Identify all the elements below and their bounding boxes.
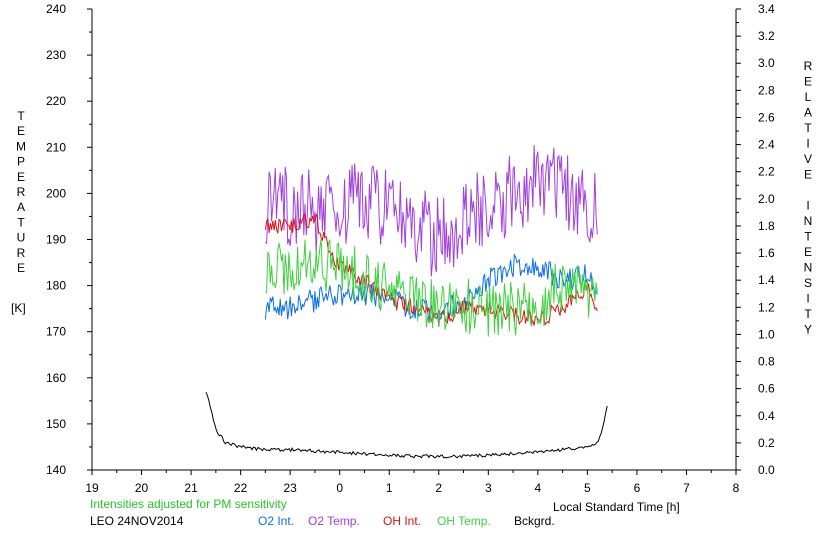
axis-title-letter: N — [804, 214, 813, 228]
right-y-tick-label: 2.4 — [758, 138, 775, 152]
right-y-tick-label: 2.6 — [758, 110, 775, 124]
axis-title-letter: E — [804, 75, 812, 89]
x-tick-label: 2 — [435, 481, 442, 495]
right-y-tick-label: 2.2 — [758, 165, 775, 179]
left-y-tick-label: 140 — [46, 463, 66, 477]
axis-title-letter: T — [17, 109, 25, 123]
right-y-tick-label: 3.2 — [758, 29, 775, 43]
right-y-tick-label: 0.2 — [758, 436, 775, 450]
x-tick-label: 6 — [634, 481, 641, 495]
right-y-tick-label: 2.8 — [758, 83, 775, 97]
right-y-tick-label: 0.8 — [758, 355, 775, 369]
axis-title-letter: E — [17, 170, 25, 184]
x-tick-label: 19 — [85, 481, 99, 495]
left-y-tick-label: 220 — [46, 94, 66, 108]
left-y-tick-label: 180 — [46, 279, 66, 293]
x-tick-label: 23 — [283, 481, 297, 495]
right-y-tick-label: 3.4 — [758, 2, 775, 16]
axis-title-letter: U — [17, 231, 26, 245]
axis-title-letter: R — [17, 185, 26, 199]
axis-title-letter: T — [804, 307, 812, 321]
x-tick-label: 21 — [184, 481, 198, 495]
left-y-tick-label: 160 — [46, 371, 66, 385]
x-tick-label: 22 — [234, 481, 248, 495]
legend-entry: OH Temp. — [437, 514, 491, 528]
series-line-o2-temp — [265, 145, 598, 277]
axis-title-letter: E — [804, 168, 812, 182]
right-y-tick-label: 1.4 — [758, 273, 775, 287]
right-y-tick-label: 0.4 — [758, 409, 775, 423]
x-tick-label: 8 — [733, 481, 740, 495]
x-tick-label: 0 — [336, 481, 343, 495]
axis-title-letter: S — [804, 276, 812, 290]
left-y-tick-label: 190 — [46, 233, 66, 247]
axis-title-letter: T — [804, 121, 812, 135]
axis-title-letter: R — [17, 246, 26, 260]
left-y-tick-label: 240 — [46, 2, 66, 16]
legend-entry: Bckgrd. — [514, 514, 555, 528]
series-line-o2-int — [264, 253, 598, 324]
x-tick-label: 20 — [135, 481, 149, 495]
axis-title-letter: V — [804, 152, 812, 166]
left-y-tick-label: 230 — [46, 48, 66, 62]
left-y-tick-label: 150 — [46, 417, 66, 431]
axis-title-letter: A — [17, 200, 25, 214]
left-axis-unit: [K] — [11, 301, 26, 315]
axis-title-letter: M — [16, 139, 26, 153]
axis-title-letter: N — [804, 261, 813, 275]
axis-title-letter: I — [806, 137, 809, 151]
legend-entry: O2 Temp. — [308, 514, 360, 528]
axis-title-letter: E — [17, 124, 25, 138]
x-axis-label: Local Standard Time [h] — [553, 500, 680, 514]
right-y-tick-label: 1.6 — [758, 246, 775, 260]
x-tick-label: 7 — [683, 481, 690, 495]
axis-title-letter: I — [806, 292, 809, 306]
right-y-tick-label: 2.0 — [758, 192, 775, 206]
left-y-tick-label: 200 — [46, 186, 66, 200]
legend-entry: O2 Int. — [258, 514, 294, 528]
x-tick-label: 3 — [485, 481, 492, 495]
left-y-tick-label: 210 — [46, 140, 66, 154]
x-tick-label: 5 — [584, 481, 591, 495]
axis-title-letter: T — [804, 230, 812, 244]
left-y-tick-label: 170 — [46, 325, 66, 339]
series-line-oh-temp — [265, 238, 598, 337]
right-y-tick-label: 1.2 — [758, 300, 775, 314]
axis-title-letter: L — [805, 90, 812, 104]
axis-title-letter: E — [804, 245, 812, 259]
axis-title-letter: I — [806, 199, 809, 213]
right-y-tick-label: 3.0 — [758, 56, 775, 70]
axis-title-letter: A — [804, 106, 812, 120]
station-date-label: LEO 24NOV2014 — [90, 514, 184, 528]
axis-title-letter: R — [804, 59, 813, 73]
right-y-tick-label: 1.8 — [758, 219, 775, 233]
axis-title-letter: P — [17, 155, 25, 169]
right-y-tick-label: 1.0 — [758, 327, 775, 341]
axis-title-letter: T — [17, 215, 25, 229]
sensitivity-note: Intensities adjusted for PM sensitivity — [90, 497, 287, 511]
right-y-tick-label: 0.0 — [758, 463, 775, 477]
right-y-tick-label: 0.6 — [758, 382, 775, 396]
axis-title-letter: Y — [804, 323, 812, 337]
axis-title-letter: E — [17, 261, 25, 275]
legend-entry: OH Int. — [383, 514, 421, 528]
series-line-bckgrd — [205, 391, 608, 459]
x-tick-label: 4 — [535, 481, 542, 495]
x-tick-label: 1 — [386, 481, 393, 495]
